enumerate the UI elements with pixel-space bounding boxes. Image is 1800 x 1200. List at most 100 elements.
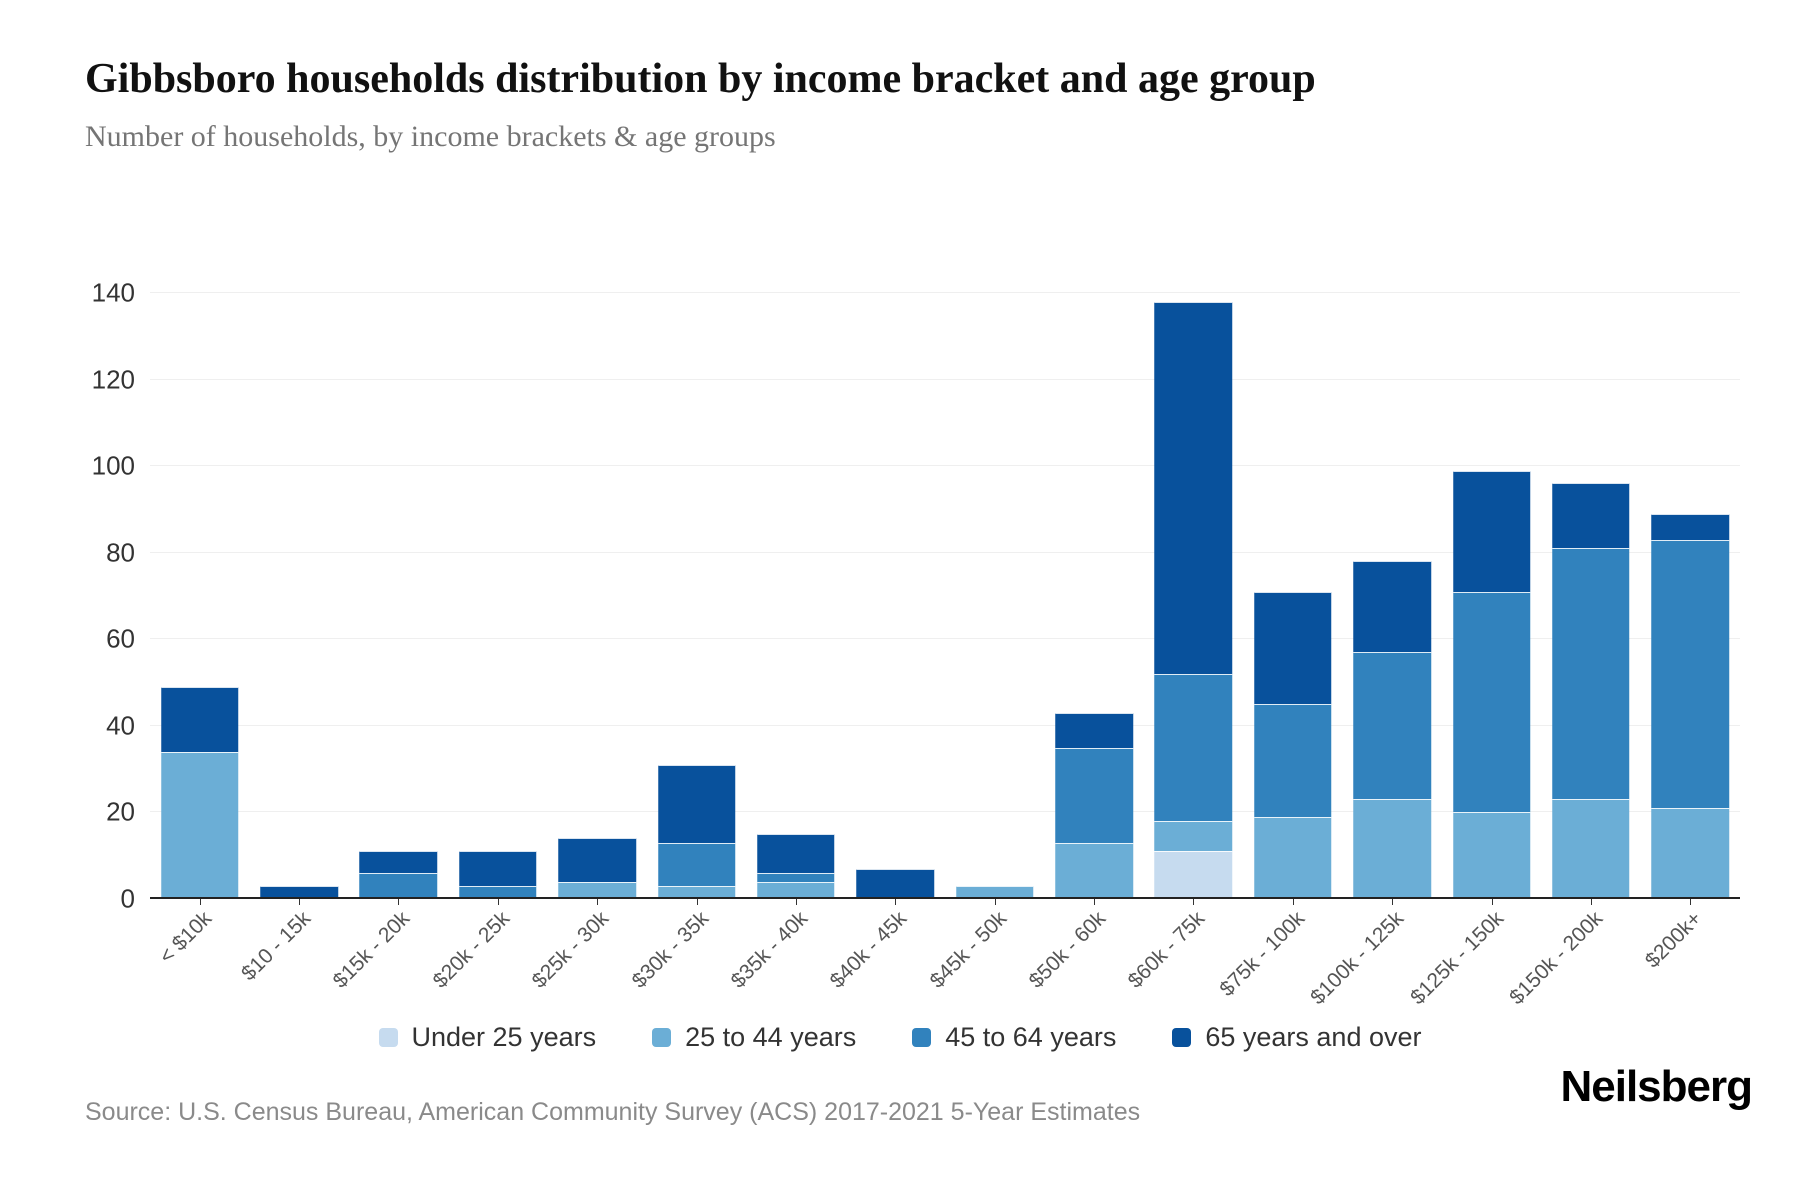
bar-segment <box>1651 513 1730 540</box>
bar-segment <box>1452 812 1531 899</box>
x-axis-tick <box>994 899 996 905</box>
bar-segment <box>856 868 935 899</box>
gridline-100 <box>150 465 1740 467</box>
x-axis-tick <box>1590 899 1592 905</box>
bar-segment <box>1353 799 1431 899</box>
bar-slot <box>150 293 249 905</box>
bar-segment <box>657 886 736 899</box>
legend-item-65-years-and-over[interactable]: 65 years and over <box>1172 1022 1422 1053</box>
y-tick-label: 100 <box>91 450 135 481</box>
bar-segment <box>1254 591 1332 705</box>
stacked-bar-$30k - 35k <box>657 764 736 899</box>
gridline-20 <box>150 811 1740 813</box>
bar-segment <box>1651 539 1730 809</box>
x-tick-label: $30k - 35k <box>627 907 713 993</box>
bar-segment <box>757 873 835 882</box>
bar-segment <box>1552 799 1630 899</box>
bar-segment <box>359 873 438 899</box>
y-tick-label: 40 <box>106 710 135 741</box>
bar-segment <box>459 886 537 899</box>
gridline-60 <box>150 638 1740 640</box>
gridline-0 <box>150 897 1740 899</box>
bar-segment <box>359 851 438 874</box>
x-axis-tick <box>1193 899 1195 905</box>
bar-slot <box>349 293 448 905</box>
bar-segment <box>1154 301 1233 674</box>
x-axis-tick <box>1690 899 1692 905</box>
bar-segment <box>1055 712 1133 748</box>
x-axis-tick <box>696 899 698 905</box>
legend-item-25-to-44-years[interactable]: 25 to 44 years <box>652 1022 856 1053</box>
bar-slot <box>846 293 945 905</box>
x-axis-tick <box>1491 899 1493 905</box>
bar-segment <box>1254 816 1332 899</box>
bar-segment <box>558 881 636 899</box>
bar-segment <box>1154 851 1233 899</box>
bar-segment <box>1353 561 1431 653</box>
bar-slot <box>249 293 348 905</box>
bar-segment <box>1254 704 1332 817</box>
y-tick-label: 20 <box>106 796 135 827</box>
page-title: Gibbsboro households distribution by inc… <box>85 56 1316 102</box>
bar-segment <box>1552 548 1630 800</box>
gridline-40 <box>150 724 1740 726</box>
bar-segment <box>160 686 239 752</box>
x-axis-tick <box>497 899 499 905</box>
y-tick-label: 80 <box>106 537 135 568</box>
legend-swatch-icon <box>912 1028 932 1047</box>
x-tick-label: $75k - 100k <box>1215 907 1310 1001</box>
bar-slot <box>1641 293 1740 905</box>
legend-item-under-25-years[interactable]: Under 25 years <box>378 1022 597 1053</box>
y-tick-label: 60 <box>106 623 135 654</box>
x-axis-tick <box>597 899 599 905</box>
x-tick-label: $25k - 30k <box>527 907 614 993</box>
legend-label: Under 25 years <box>411 1022 597 1052</box>
stacked-bar-$10 - 15k <box>260 886 338 899</box>
bar-slot <box>1442 293 1541 905</box>
stacked-bar-$200k+ <box>1651 513 1730 899</box>
bar-segment <box>1055 842 1133 899</box>
stacked-bar-$45k - 50k <box>955 886 1034 899</box>
legend: Under 25 years 25 to 44 years 45 to 64 yea… <box>0 1022 1800 1053</box>
y-tick-label: 0 <box>120 883 135 914</box>
gridline-140 <box>150 292 1740 293</box>
bar-slot <box>548 293 647 905</box>
bar-segment <box>459 851 537 887</box>
stacked-bar-$150k - 200k <box>1552 483 1630 899</box>
stacked-bar-$75k - 100k <box>1254 591 1332 899</box>
legend-label: 65 years and over <box>1205 1022 1422 1052</box>
bar-slot <box>1541 293 1640 905</box>
source-caption: Source: U.S. Census Bureau, American Com… <box>85 1098 1141 1126</box>
x-tick-label: $35k - 40k <box>726 907 813 993</box>
x-tick-label: < $10k <box>154 907 216 969</box>
legend-label: 45 to 64 years <box>945 1022 1117 1052</box>
legend-swatch-icon <box>378 1028 398 1047</box>
neilsberg-logo: Neilsberg <box>1560 1062 1753 1111</box>
x-tick-label: $15k - 20k <box>329 907 415 993</box>
stacked-bar-$125k - 150k <box>1452 470 1531 899</box>
bar-segment <box>1651 808 1730 899</box>
x-axis-tick <box>1094 899 1096 905</box>
x-axis-tick <box>199 899 201 905</box>
bar-slot <box>448 293 547 905</box>
bar-segment <box>260 886 338 899</box>
bar-segment <box>1452 470 1531 592</box>
x-axis-tick <box>795 899 797 905</box>
x-tick-label: $150k - 200k <box>1505 907 1608 1010</box>
legend-item-45-to-64-years[interactable]: 45 to 64 years <box>912 1022 1116 1053</box>
bar-segment <box>757 834 835 874</box>
page-subtitle: Number of households, by income brackets… <box>85 120 776 153</box>
bar-segment <box>657 842 736 887</box>
bar-slot <box>746 293 845 905</box>
bar-segment <box>1552 483 1630 549</box>
x-axis-tick <box>1392 899 1394 905</box>
stacked-bar-$100k - 125k <box>1353 561 1431 899</box>
bar-slot <box>647 293 746 905</box>
bar-segment <box>757 881 835 899</box>
stacked-bar-$25k - 30k <box>558 838 636 899</box>
bar-slot <box>1243 293 1342 905</box>
stacked-bar-$40k - 45k <box>856 868 935 899</box>
bar-series-container <box>150 293 1740 905</box>
stacked-bar-$20k - 25k <box>459 851 537 899</box>
bar-segment <box>1154 821 1233 852</box>
